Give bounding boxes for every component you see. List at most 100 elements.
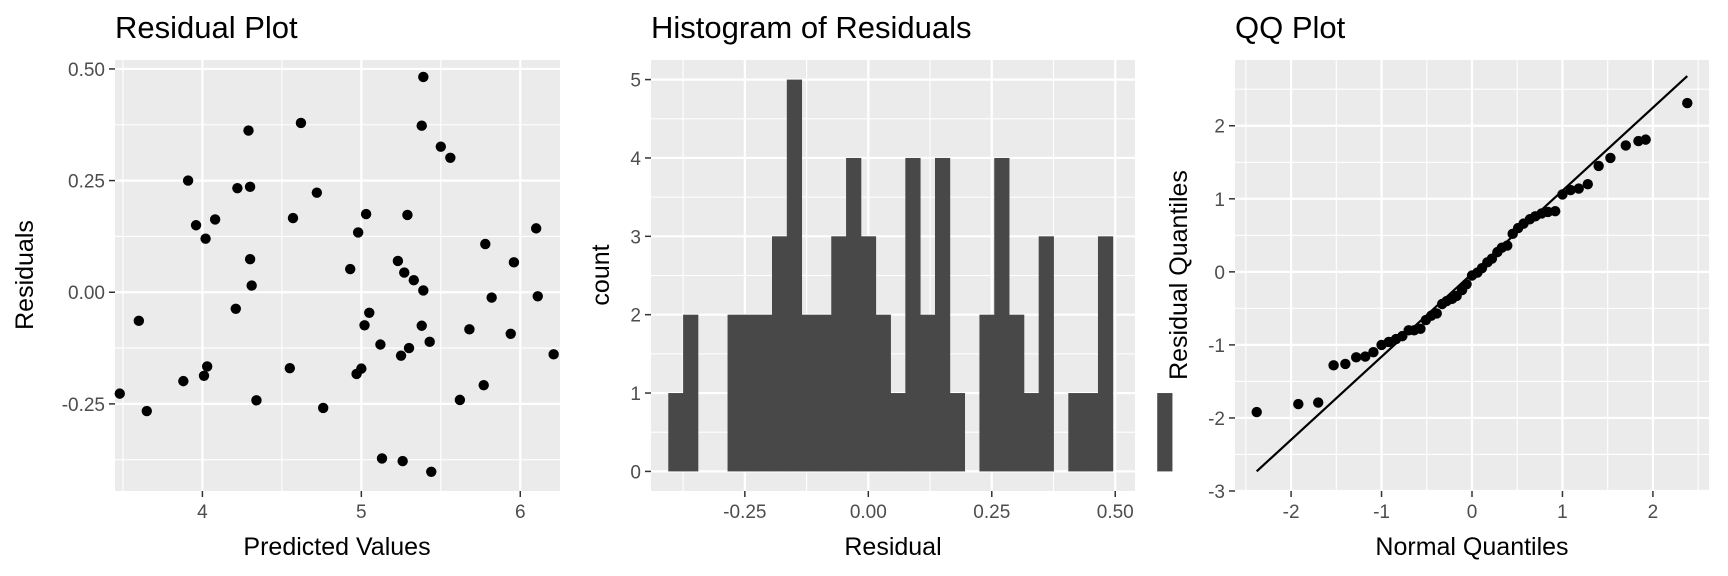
residual-plot-point bbox=[402, 209, 413, 221]
residual-plot-point bbox=[356, 363, 367, 374]
histogram-y-tick-label: 4 bbox=[630, 149, 641, 170]
histogram-bar bbox=[890, 393, 906, 472]
residual-plot-point bbox=[418, 285, 429, 296]
residual-plot-ticks: 4 5 6 -0.25 0.00 0.25 0.50 bbox=[62, 60, 526, 523]
histogram-bar bbox=[860, 236, 877, 472]
residual-plot-y-axis-title: Residuals bbox=[11, 220, 39, 330]
histogram-bar bbox=[934, 157, 951, 472]
histogram-bar bbox=[979, 314, 995, 472]
histogram-bar bbox=[1157, 393, 1173, 472]
residual-plot-point bbox=[352, 227, 364, 238]
residual-plot-point bbox=[364, 307, 375, 318]
residual-plot-point bbox=[532, 291, 543, 302]
residual-plot-point bbox=[376, 453, 388, 464]
histogram-bar bbox=[668, 393, 684, 472]
residual-plot-point bbox=[141, 405, 152, 417]
residual-plot-point bbox=[230, 303, 241, 314]
histogram-bar bbox=[949, 393, 966, 472]
residual-plot-point bbox=[200, 233, 211, 244]
histogram-bar bbox=[1009, 314, 1025, 472]
residual-plot-point bbox=[399, 267, 410, 278]
residual-plot-point bbox=[198, 370, 210, 381]
histogram-bar bbox=[816, 314, 832, 472]
histogram-bar bbox=[786, 79, 803, 472]
residual-plot-point bbox=[317, 402, 329, 414]
histogram-y-tick-label: 1 bbox=[630, 384, 641, 405]
residual-plot-point bbox=[114, 388, 125, 399]
qq-plot-ticks: -2 -1 0 1 2 -3 -2 -1 0 1 2 bbox=[1208, 117, 1658, 523]
histogram-title: Histogram of Residuals bbox=[651, 10, 971, 45]
qq-plot-point bbox=[1633, 135, 1644, 147]
residual-plot-point bbox=[375, 339, 386, 350]
qq-plot-point bbox=[1573, 183, 1584, 194]
residual-plot-point bbox=[360, 208, 372, 220]
qq-plot-y-tick-label: 0 bbox=[1214, 263, 1225, 284]
residual-plot-point bbox=[209, 214, 221, 225]
residual-plot-point bbox=[284, 362, 296, 374]
qq-plot-x-tick-label: -2 bbox=[1283, 502, 1300, 523]
residual-plot-y-tick-label: -0.25 bbox=[62, 395, 105, 416]
qq-plot-point bbox=[1605, 152, 1616, 164]
qq-plot-point bbox=[1328, 360, 1339, 371]
histogram-y-tick-label: 2 bbox=[630, 306, 641, 327]
residual-plot-point bbox=[359, 320, 370, 331]
histogram-y-tick-label: 3 bbox=[630, 227, 641, 248]
qq-plot-chart: QQ Plot -2 -1 0 1 2 -3 -2 -1 0 1 2 Normal Quantile… bbox=[1165, 10, 1709, 561]
residual-plot-point bbox=[403, 342, 415, 354]
qq-plot-point bbox=[1461, 279, 1472, 290]
histogram-bar bbox=[875, 314, 891, 472]
residual-plot-point bbox=[190, 220, 202, 231]
residual-plot-point bbox=[464, 324, 475, 335]
histogram-bar bbox=[683, 314, 699, 472]
histogram-bar bbox=[1083, 393, 1099, 472]
histogram-x-tick-label: -0.25 bbox=[723, 502, 766, 523]
residual-plot-point bbox=[311, 187, 323, 198]
qq-plot-point bbox=[1360, 351, 1371, 362]
residual-plot-point bbox=[424, 336, 435, 348]
residual-plot-grid bbox=[115, 60, 560, 491]
histogram-bar bbox=[1097, 236, 1114, 472]
residual-plot-point bbox=[395, 350, 407, 361]
qq-plot-y-tick-label: -2 bbox=[1208, 409, 1225, 430]
residual-plot-panel bbox=[115, 60, 560, 491]
histogram-bar bbox=[772, 236, 788, 472]
qq-plot-title: QQ Plot bbox=[1235, 10, 1346, 45]
residual-plot-point bbox=[232, 182, 243, 194]
residual-plot-point bbox=[251, 395, 262, 406]
histogram-bar bbox=[757, 314, 773, 472]
histogram-bar bbox=[994, 157, 1010, 472]
residual-plot-point bbox=[244, 181, 256, 193]
histogram-y-tick-label: 5 bbox=[630, 71, 641, 92]
residual-plot-x-axis-title: Predicted Values bbox=[243, 533, 430, 561]
residual-plot-point bbox=[397, 455, 408, 467]
qq-plot-point bbox=[1582, 178, 1593, 190]
residual-plot-points bbox=[114, 71, 559, 477]
histogram-bar bbox=[801, 314, 817, 472]
residual-plot-point bbox=[508, 257, 520, 268]
residual-plot-y-tick-label: 0.50 bbox=[68, 60, 105, 81]
qq-plot-y-tick-label: -3 bbox=[1208, 482, 1225, 503]
residual-plot-point bbox=[416, 120, 427, 131]
residual-plot-point bbox=[435, 141, 447, 152]
histogram-x-axis-title: Residual bbox=[844, 533, 941, 561]
residual-plot-point bbox=[392, 255, 404, 267]
residual-plot-point bbox=[133, 315, 145, 327]
qq-plot-point bbox=[1415, 323, 1426, 335]
qq-plot-point bbox=[1313, 397, 1324, 408]
histogram-bar bbox=[831, 236, 847, 472]
histogram-bar bbox=[905, 157, 921, 472]
qq-plot-point bbox=[1431, 308, 1442, 319]
qq-plot-point bbox=[1557, 189, 1568, 200]
residual-plot-point bbox=[201, 361, 213, 372]
qq-plot-x-tick-label: -1 bbox=[1373, 502, 1390, 523]
qq-plot-point bbox=[1593, 160, 1604, 172]
histogram-bar bbox=[1038, 236, 1054, 472]
residual-plot-point bbox=[295, 117, 307, 129]
qq-plot-point bbox=[1293, 398, 1304, 410]
qq-plot-x-axis-title: Normal Quantiles bbox=[1375, 533, 1568, 561]
residual-plot-point bbox=[246, 280, 257, 291]
residual-plot-point bbox=[486, 292, 497, 303]
histogram-bar bbox=[1068, 393, 1084, 472]
qq-plot-point bbox=[1620, 140, 1631, 151]
histogram-x-tick-label: 0.00 bbox=[850, 502, 887, 523]
